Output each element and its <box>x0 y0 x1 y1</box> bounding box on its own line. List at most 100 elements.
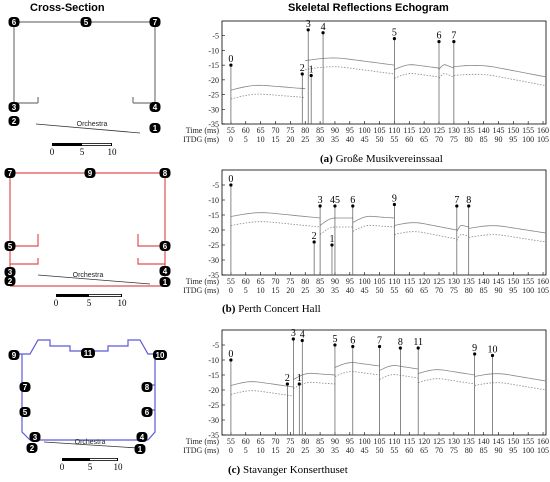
itdg-tick-label: 15 <box>272 446 280 455</box>
y-tick-label: -35 <box>208 431 219 440</box>
time-tick-label: 60 <box>242 277 250 286</box>
itdg-tick-label: 25 <box>301 286 309 295</box>
receiver-marker <box>149 123 161 133</box>
hall-outline <box>9 172 166 287</box>
receiver-marker <box>80 17 92 27</box>
receiver-marker-label: 5 <box>23 408 28 417</box>
orchestra-stage-line <box>43 441 139 449</box>
itdg-tick-label: 10 <box>257 446 265 455</box>
reflection-label: 1 <box>309 64 314 75</box>
time-tick-label: 120 <box>418 437 430 446</box>
decay-curve <box>230 381 294 388</box>
decay-curve-dotted <box>352 224 395 232</box>
caption-b-text: Perth Concert Hall <box>238 303 321 315</box>
reflection-label: 6 <box>350 336 355 347</box>
receiver-marker-label: 7 <box>23 383 28 392</box>
reflection-label: 3 <box>291 328 296 339</box>
reflection-label: 2 <box>285 373 290 384</box>
itdg-tick-label: 95 <box>509 135 517 144</box>
caption-a-text: Große Musikvereinssaal <box>335 153 443 165</box>
reflection-label: 7 <box>377 336 382 347</box>
caption-c-text: Stavanger Konserthuset <box>242 464 348 476</box>
itdg-tick-label: 40 <box>346 446 354 455</box>
time-tick-label: 90 <box>331 437 339 446</box>
time-tick-label: 100 <box>359 437 371 446</box>
itdg-tick-label: 95 <box>509 446 517 455</box>
orchestra-label: Orchestra <box>73 272 104 279</box>
orchestra-label: Orchestra <box>75 439 106 446</box>
reflection-label: 8 <box>398 337 403 348</box>
time-tick-label: 110 <box>389 437 401 446</box>
time-tick-label: 65 <box>257 126 265 135</box>
y-tick-label: -5 <box>212 181 219 190</box>
reflection-point <box>229 183 233 187</box>
time-tick-label: 65 <box>257 437 265 446</box>
time-tick-label: 65 <box>257 277 265 286</box>
receiver-marker-label: 3 <box>8 268 13 277</box>
y-tick-label: -20 <box>208 386 219 395</box>
receiver-marker <box>26 443 38 453</box>
time-tick-label: 105 <box>374 126 386 135</box>
reflection-point <box>398 346 402 350</box>
receiver-marker-label: 11 <box>84 349 93 358</box>
itdg-tick-label: 80 <box>465 446 473 455</box>
scale-bar-label: 0 <box>60 462 65 472</box>
receiver-marker <box>149 17 161 27</box>
itdg-tick-label: 30 <box>316 446 324 455</box>
y-tick-label: -15 <box>208 211 219 220</box>
itdg-tick-label: 0 <box>229 446 233 455</box>
receiver-marker <box>8 17 20 27</box>
receiver-marker-label: 9 <box>88 169 93 178</box>
decay-curve-dotted <box>438 73 455 79</box>
column-title-echogram: Skeletal Reflections Echogram <box>288 2 449 14</box>
scale-bar-segment <box>89 294 121 297</box>
time-tick-label: 120 <box>418 277 430 286</box>
itdg-tick-label: 45 <box>361 135 369 144</box>
time-tick-label: 155 <box>522 437 534 446</box>
reflection-label: 0 <box>228 174 233 185</box>
itdg-tick-label: 90 <box>494 286 502 295</box>
time-tick-label: 145 <box>492 437 504 446</box>
reflection-point <box>455 204 459 208</box>
itdg-tick-label: 75 <box>450 286 458 295</box>
itdg-tick-label: 35 <box>331 286 339 295</box>
receiver-marker-label: 1 <box>153 124 158 133</box>
itdg-tick-label: 0 <box>229 135 233 144</box>
itdg-tick-label: 0 <box>229 286 233 295</box>
itdg-tick-label: 35 <box>331 446 339 455</box>
receiver-marker <box>8 102 20 112</box>
receiver-marker-label: 8 <box>145 383 150 392</box>
decay-curve-dotted <box>230 221 321 228</box>
reflection-point <box>351 204 355 208</box>
scale-bar-label: 0 <box>50 147 55 157</box>
decay-curve-dotted <box>453 73 547 87</box>
itdg-tick-label: 55 <box>390 286 398 295</box>
y-tick-label: -30 <box>208 256 219 265</box>
orchestra-stage-line <box>37 274 151 285</box>
decay-curve <box>334 362 380 368</box>
itdg-tick-label: 35 <box>331 135 339 144</box>
itdg-tick-label: 60 <box>405 286 413 295</box>
decay-curve-dotted <box>394 73 440 79</box>
time-tick-label: 55 <box>227 126 235 135</box>
decay-curve-dotted <box>418 378 475 385</box>
receiver-marker-label: 2 <box>8 277 13 286</box>
itdg-tick-label: 20 <box>286 446 294 455</box>
y-tick-label: -10 <box>208 356 219 365</box>
decay-curve-dotted <box>230 390 294 397</box>
itdg-tick-label: 55 <box>390 135 398 144</box>
reflection-point <box>312 240 316 244</box>
decay-curve-dotted <box>474 382 547 391</box>
time-tick-label: 145 <box>492 126 504 135</box>
decay-curve-dotted <box>456 233 469 241</box>
reflection-point <box>297 382 301 386</box>
receiver-marker <box>8 350 20 360</box>
reflection-point <box>333 204 337 208</box>
reflection-point <box>300 72 304 76</box>
decay-curve <box>230 212 321 219</box>
column-title-cross-section: Cross-Section <box>30 2 105 14</box>
hall-outline <box>13 21 156 104</box>
itdg-tick-label: 105 <box>537 446 549 455</box>
decay-curve <box>394 64 440 70</box>
